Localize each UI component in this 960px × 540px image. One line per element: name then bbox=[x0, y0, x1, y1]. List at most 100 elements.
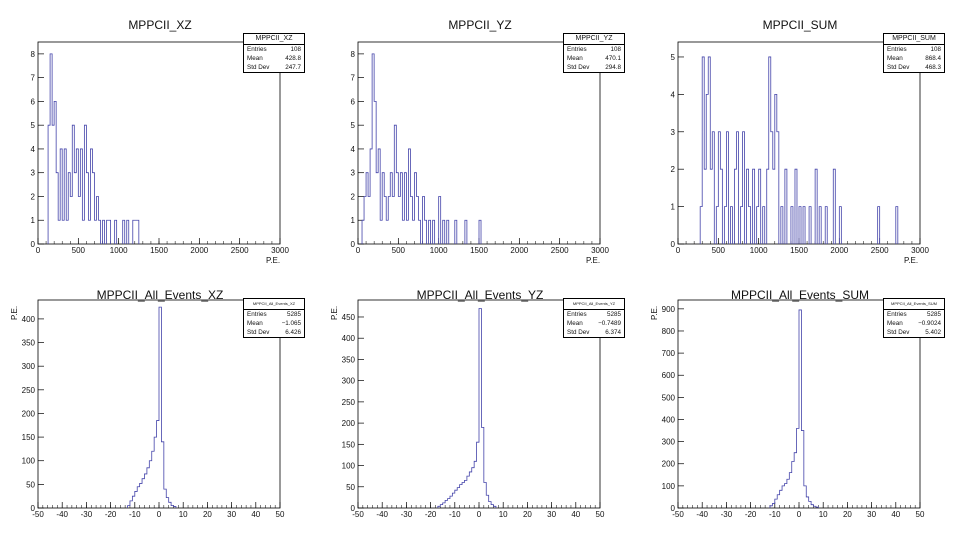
histogram-bin bbox=[171, 506, 173, 508]
histogram-bin bbox=[799, 310, 801, 508]
y-tick-label: 4 bbox=[31, 145, 36, 154]
histogram-bin bbox=[123, 220, 125, 244]
histogram-bin bbox=[147, 468, 149, 508]
y-tick-label: 5 bbox=[31, 121, 36, 130]
x-tick-label: 10 bbox=[499, 510, 508, 519]
y-tick-label: 200 bbox=[342, 419, 356, 428]
y-tick-label: 350 bbox=[22, 339, 36, 348]
histogram-bin bbox=[400, 173, 402, 244]
x-tick-label: -50 bbox=[352, 510, 364, 519]
stats-name: MPPCII_All_Events_YZ bbox=[564, 299, 624, 310]
stats-label: Std Dev bbox=[247, 64, 270, 71]
y-tick-label: 0 bbox=[31, 240, 36, 249]
histogram-bin bbox=[127, 220, 129, 244]
y-tick-label: 700 bbox=[662, 349, 676, 358]
histogram-bin bbox=[419, 220, 421, 244]
histogram-bin bbox=[814, 506, 816, 508]
histogram-bin bbox=[382, 173, 384, 244]
histogram-bin bbox=[70, 196, 72, 244]
y-axis-label: P.E. bbox=[10, 305, 19, 320]
stats-row-std-dev: Std Dev 247.7 bbox=[244, 63, 304, 72]
stats-row-mean: Mean −1.065 bbox=[244, 319, 304, 328]
histogram-bin bbox=[809, 501, 811, 508]
stats-box: MPPCII_All_Events_SUM Entries 5285 Mean −0… bbox=[883, 298, 945, 338]
stats-label: Entries bbox=[887, 46, 907, 53]
histogram-bin bbox=[408, 149, 410, 244]
histogram-bin bbox=[64, 149, 66, 244]
stats-row-entries: Entries 108 bbox=[564, 45, 624, 54]
histogram-bin bbox=[806, 497, 808, 508]
histogram-bin bbox=[412, 220, 414, 244]
histogram-bin bbox=[56, 173, 58, 244]
stats-name: MPPCII_All_Events_SUM bbox=[884, 299, 944, 310]
histogram-bin bbox=[455, 220, 457, 244]
histogram-panel-all-events-sum: MPPCII_All_Events_SUM -50 -40 -30 -20 -10 0 10… bbox=[640, 270, 960, 540]
y-tick-label: 5 bbox=[671, 53, 676, 62]
y-tick-label: 0 bbox=[671, 504, 676, 513]
stats-box: MPPCII_YZ Entries 108 Mean 470.1 Std Dev 29… bbox=[563, 33, 625, 73]
stats-label: Std Dev bbox=[887, 329, 910, 336]
y-tick-label: 100 bbox=[22, 457, 36, 466]
histogram-bin bbox=[833, 169, 835, 244]
histogram-bin bbox=[438, 506, 440, 508]
x-tick-label: -30 bbox=[401, 510, 413, 519]
stats-value: 108 bbox=[610, 46, 621, 53]
histogram-bin bbox=[484, 483, 486, 508]
stats-label: Std Dev bbox=[887, 64, 910, 71]
histogram-bin bbox=[720, 169, 722, 244]
y-tick-label: 300 bbox=[662, 438, 676, 447]
histogram-bin bbox=[66, 220, 68, 244]
histogram-bin bbox=[378, 149, 380, 244]
x-tick-label: 1500 bbox=[790, 246, 808, 255]
histogram-bin bbox=[452, 493, 454, 508]
histogram-bin bbox=[477, 442, 479, 508]
stats-value: 470.1 bbox=[605, 55, 621, 62]
stats-row-mean: Mean −0.7489 bbox=[564, 319, 624, 328]
histogram-bin bbox=[54, 101, 56, 244]
y-tick-label: 4 bbox=[351, 145, 356, 154]
stats-value: 5.402 bbox=[925, 329, 941, 336]
x-tick-label: 40 bbox=[571, 510, 580, 519]
histogram-bin bbox=[773, 169, 775, 244]
histogram-bin bbox=[819, 207, 821, 244]
y-tick-label: 600 bbox=[662, 371, 676, 380]
stats-label: Entries bbox=[567, 46, 587, 53]
y-tick-label: 7 bbox=[31, 74, 36, 83]
histogram-bin bbox=[794, 453, 796, 508]
x-tick-label: -10 bbox=[769, 510, 781, 519]
histogram-bin bbox=[58, 220, 60, 244]
histogram-bin bbox=[115, 220, 117, 244]
histogram-bin bbox=[380, 220, 382, 244]
histogram-bin bbox=[133, 220, 135, 244]
histogram-bin bbox=[443, 503, 445, 508]
chart-title: MPPCII_SUM bbox=[762, 18, 838, 32]
x-tick-label: 2000 bbox=[830, 246, 848, 255]
histogram-bin bbox=[801, 431, 803, 508]
histogram-plot: -50 -40 -30 -20 -10 0 10 20 30 40 50 0 50 100 150 200 25… bbox=[342, 299, 605, 519]
x-tick-label: 1500 bbox=[470, 246, 488, 255]
y-tick-label: 50 bbox=[26, 480, 35, 489]
x-tick-label: -10 bbox=[449, 510, 461, 519]
histogram-bin bbox=[734, 169, 736, 244]
histogram-bin bbox=[706, 94, 708, 244]
y-axis-label: P.E. bbox=[650, 305, 659, 320]
y-tick-label: 1 bbox=[671, 203, 676, 212]
histogram-bin bbox=[90, 149, 92, 244]
histogram-bin bbox=[784, 484, 786, 508]
histogram-bin bbox=[787, 479, 789, 508]
histogram-bin bbox=[825, 207, 827, 244]
chart-title: MPPCII_All_Events_XZ bbox=[96, 288, 224, 302]
histogram-bin bbox=[414, 173, 416, 244]
stats-box: MPPCII_All_Events_XZ Entries 5285 Mean −1.… bbox=[243, 298, 305, 338]
stats-row-std-dev: Std Dev 294.8 bbox=[564, 63, 624, 72]
stats-row-entries: Entries 5285 bbox=[244, 310, 304, 319]
stats-row-mean: Mean 868.4 bbox=[884, 54, 944, 63]
histogram-bin bbox=[164, 489, 166, 508]
stats-label: Mean bbox=[247, 320, 263, 327]
stats-value: −1.065 bbox=[281, 320, 301, 327]
histogram-bin bbox=[78, 196, 80, 244]
histogram-bin bbox=[433, 220, 435, 244]
histogram-outline bbox=[437, 308, 497, 508]
histogram-bin bbox=[174, 507, 176, 508]
stats-row-entries: Entries 108 bbox=[244, 45, 304, 54]
